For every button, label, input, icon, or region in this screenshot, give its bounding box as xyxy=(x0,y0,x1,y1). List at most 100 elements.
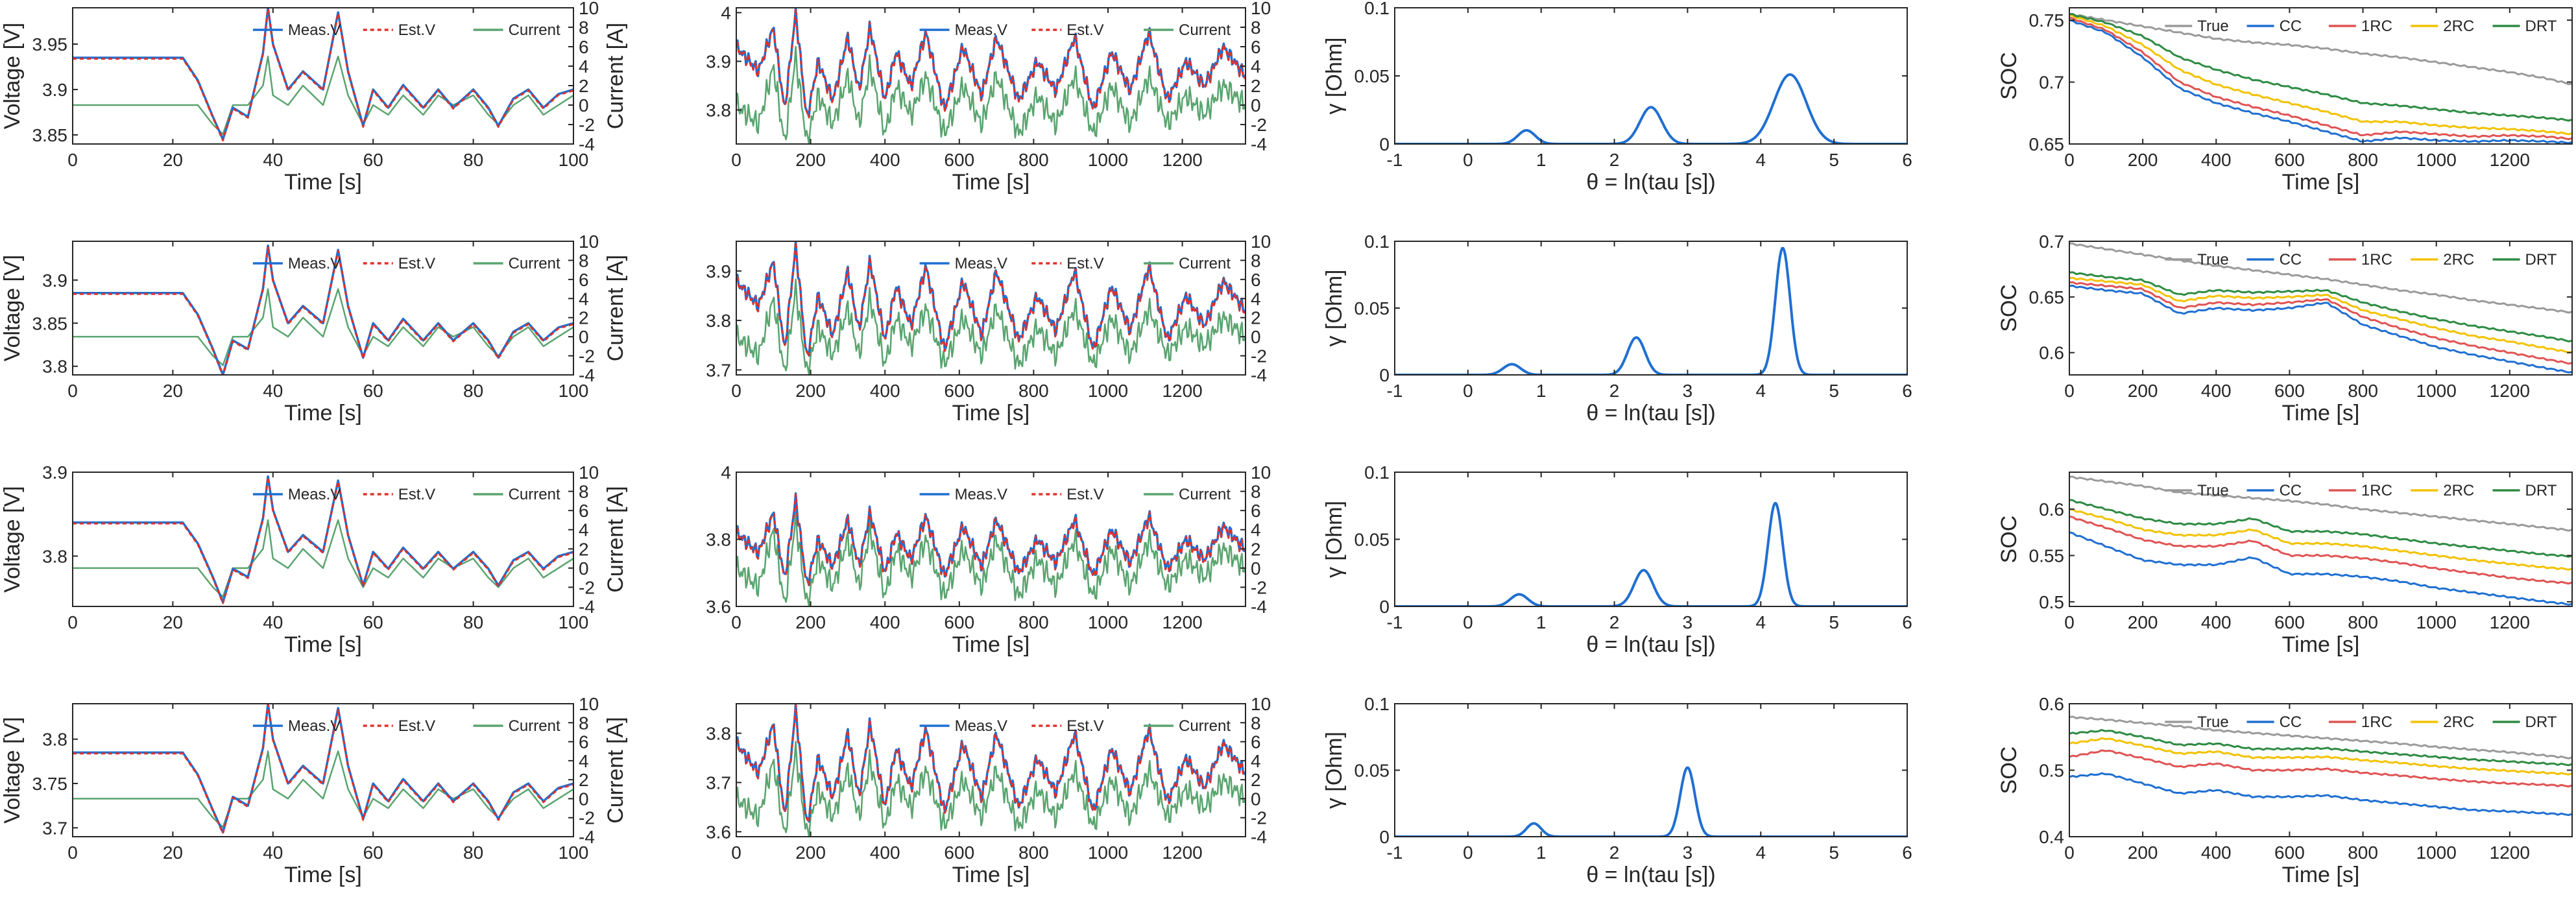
y-tick-label: 3.8 xyxy=(706,724,731,744)
x-tick-label: 1 xyxy=(1536,150,1547,170)
soc-rc1-line xyxy=(2069,516,2572,585)
legend-label: 1RC xyxy=(2361,251,2392,269)
legend-label: 1RC xyxy=(2361,482,2392,499)
x-tick-label: 4 xyxy=(1755,843,1766,863)
soc-rc1-line xyxy=(2069,749,2572,788)
plot-area xyxy=(73,704,573,835)
x-tick-label: 100 xyxy=(559,381,589,401)
chart-c6: 0 200 400 600 800 1000 12003.73.83.9-4-2024681… xyxy=(706,232,1271,425)
y2-tick-label: 4 xyxy=(579,751,589,771)
y2-tick-label: -2 xyxy=(579,115,595,135)
legend-label: Est.V xyxy=(398,255,435,272)
y2-tick-label: -4 xyxy=(579,827,595,847)
x-tick-label: 1200 xyxy=(2490,381,2530,401)
soc-rc1-line xyxy=(2069,281,2572,365)
y-tick-label: 3.7 xyxy=(706,360,731,380)
legend-label: Est.V xyxy=(1066,486,1103,503)
soc-rc2-line xyxy=(2069,508,2572,571)
x-tick-label: -1 xyxy=(1387,150,1403,170)
x-tick-label: 800 xyxy=(1018,150,1049,170)
x-tick-label: 1000 xyxy=(1088,381,1128,401)
y-tick-label: 3.9 xyxy=(42,80,67,100)
plot-area xyxy=(1395,246,1907,375)
x-tick-label: 20 xyxy=(163,843,183,863)
x-tick-label: 6 xyxy=(1902,381,1912,401)
y2-tick-label: 8 xyxy=(579,250,589,270)
y-tick-label: 3.7 xyxy=(706,772,731,793)
current-line xyxy=(73,55,573,136)
drt-distribution-line xyxy=(1395,501,1907,606)
x-tick-label: 1200 xyxy=(1162,381,1202,401)
plot-area xyxy=(736,8,1246,144)
x-tick-label: 1200 xyxy=(2490,150,2530,170)
axes-frame xyxy=(2069,7,2573,145)
y2-tick-label: 8 xyxy=(579,18,589,38)
x-tick-label: 1000 xyxy=(2416,843,2457,863)
y-axis-label: γ [Ohm] xyxy=(1322,732,1347,809)
y2-tick-label: 4 xyxy=(579,289,589,309)
legend-label: Meas.V xyxy=(288,255,341,272)
axes-frame xyxy=(1394,703,1908,837)
x-tick-label: 0 xyxy=(731,612,741,632)
legend-label: DRT xyxy=(2525,482,2557,499)
legend-label: Meas.V xyxy=(288,717,341,735)
x-tick-label: 600 xyxy=(944,612,974,632)
meas-voltage-line xyxy=(736,492,1246,586)
legend-label: True xyxy=(2197,251,2228,269)
x-tick-label: 800 xyxy=(2348,150,2378,170)
y-tick-label: 4 xyxy=(721,3,731,23)
legend-label: Current xyxy=(1179,717,1231,735)
y2-tick-label: 6 xyxy=(579,270,589,290)
x-tick-label: 6 xyxy=(1902,150,1912,170)
x-tick-label: 400 xyxy=(870,843,900,863)
y2-tick-label: 2 xyxy=(579,308,589,328)
drt-distribution-line xyxy=(1395,246,1907,375)
soc-cc-line xyxy=(2069,284,2572,374)
soc-true-line xyxy=(2069,475,2572,532)
soc-true-line xyxy=(2069,242,2572,314)
x-tick-label: 4 xyxy=(1755,150,1766,170)
y-tick-label: 0.7 xyxy=(2039,232,2064,252)
x-axis-label: Time [s] xyxy=(2282,632,2360,657)
current-line xyxy=(736,278,1246,375)
y2-tick-label: 8 xyxy=(579,482,589,502)
x-tick-label: 400 xyxy=(2201,612,2232,632)
x-tick-label: 600 xyxy=(944,150,974,170)
y2-tick-label: -2 xyxy=(1251,115,1267,135)
x-tick-label: 800 xyxy=(2348,381,2378,401)
y2-tick-label: 4 xyxy=(1251,289,1261,309)
x-tick-label: 400 xyxy=(2201,150,2232,170)
y2-tick-label: -2 xyxy=(1251,577,1267,597)
y-tick-label: 0.6 xyxy=(2039,343,2064,363)
axes-frame xyxy=(736,7,1246,145)
x-tick-label: 5 xyxy=(1829,150,1839,170)
current-line xyxy=(73,750,573,828)
axes-frame xyxy=(1394,472,1908,607)
y2-tick-label: 4 xyxy=(1251,751,1261,771)
plot-area xyxy=(73,244,573,375)
y-tick-label: 0.05 xyxy=(1354,66,1390,86)
y2-tick-label: 10 xyxy=(579,0,599,18)
x-tick-label: 1200 xyxy=(1162,150,1202,170)
x-tick-label: 600 xyxy=(2274,150,2305,170)
x-tick-label: 0 xyxy=(1463,612,1473,632)
legend-label: 1RC xyxy=(2361,713,2392,731)
x-tick-label: 40 xyxy=(263,381,283,401)
y-tick-label: 0.65 xyxy=(2029,287,2065,307)
legend-label: Est.V xyxy=(1066,717,1103,735)
x-tick-label: 600 xyxy=(2274,381,2305,401)
y2-tick-label: 8 xyxy=(1251,18,1261,38)
y-tick-label: 3.9 xyxy=(706,261,731,281)
x-tick-label: 0 xyxy=(67,612,78,632)
est-voltage-line xyxy=(736,8,1246,119)
y2-tick-label: 10 xyxy=(1251,694,1271,714)
y-tick-label: 0.1 xyxy=(1364,462,1390,483)
y-tick-label: 3.85 xyxy=(32,125,68,145)
y2-tick-label: 0 xyxy=(579,327,589,347)
soc-cc-line xyxy=(2069,772,2572,817)
y2-tick-label: 2 xyxy=(1251,770,1261,790)
x-tick-label: 800 xyxy=(1018,843,1049,863)
x-tick-label: 200 xyxy=(795,381,826,401)
x-tick-label: 0 xyxy=(1463,150,1473,170)
chart-c16: 0 200 400 600 800 1000 1200 0.4 0.5 0.6 Time [s] SO… xyxy=(1997,694,2573,887)
